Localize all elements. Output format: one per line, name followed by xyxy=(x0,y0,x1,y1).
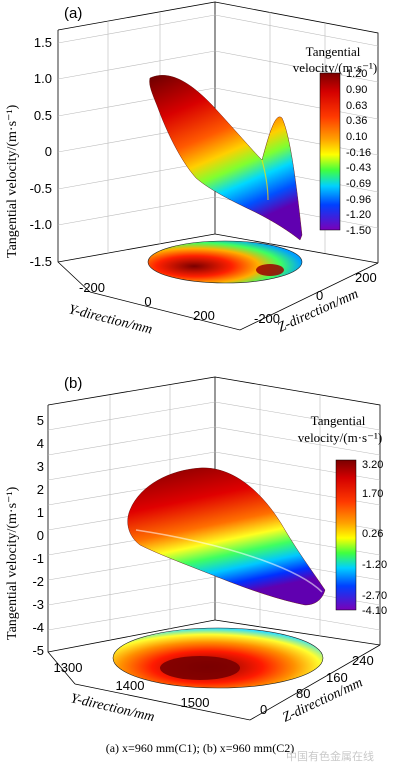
tick-label: 200 xyxy=(355,270,377,285)
panel-b-y-axis-label: Y-direction/mm xyxy=(69,691,156,725)
tick-label: 240 xyxy=(352,653,374,668)
panel-a-z-ticks: 1.5 1.0 0.5 0 -0.5 -1.0 -1.5 xyxy=(30,35,52,269)
panel-a-floor-projection xyxy=(147,240,303,284)
tick-label: -2.70 xyxy=(362,590,387,602)
tick-label: 5 xyxy=(37,413,44,428)
tick-label: 0.10 xyxy=(346,131,367,143)
tick-label: 2 xyxy=(37,482,44,497)
tick-label: 0 xyxy=(37,528,44,543)
tick-label: -0.16 xyxy=(346,147,371,159)
tick-label: 1400 xyxy=(116,678,145,693)
tick-label: 1 xyxy=(37,505,44,520)
tick-label: -5 xyxy=(32,643,44,658)
tick-label: -1.50 xyxy=(346,225,371,237)
panel-b-floor-hotspot xyxy=(160,656,240,680)
panel-b-y-ticks: 1300 1400 1500 xyxy=(54,660,210,710)
tick-label: 3 xyxy=(37,459,44,474)
tick-label: 3.20 xyxy=(362,459,383,471)
tick-label: -4 xyxy=(32,620,44,635)
panel-a-colorbar-ticks: 1.20 0.90 0.63 0.36 0.10 -0.16 -0.43 -0.… xyxy=(346,68,371,237)
panel-b-colorbar-ticks: 3.20 1.70 0.26 -1.20 -2.70 -4.10 xyxy=(362,459,387,617)
tick-label: -3 xyxy=(32,597,44,612)
tick-label: -0.69 xyxy=(346,178,371,190)
tick-label: 0 xyxy=(45,144,52,159)
tick-label: 1.70 xyxy=(362,488,383,500)
panel-a-surface-highlight xyxy=(261,159,269,201)
tick-label: 0.36 xyxy=(346,115,367,127)
tick-label: -2 xyxy=(32,574,44,589)
panel-a-colorbar xyxy=(319,72,341,231)
panel-a-label: (a) xyxy=(64,5,82,22)
tick-label: 4 xyxy=(37,436,44,451)
tick-label: -200 xyxy=(79,280,105,295)
panel-b: (b) 5 4 3 2 1 0 xyxy=(5,375,387,726)
tick-label: -1.20 xyxy=(346,209,371,221)
tick-label: 0 xyxy=(260,702,267,717)
tick-label: -4.10 xyxy=(362,605,387,617)
panel-b-label: (b) xyxy=(64,375,82,392)
tick-label: 200 xyxy=(193,308,215,323)
panel-b-colorbar xyxy=(335,459,357,611)
panel-a: (a) 1.5 1.0 0.5 0 -0.5 - xyxy=(5,1,379,338)
panel-b-z-axis-label: Tangential velocity/(m·s⁻¹) xyxy=(5,486,20,640)
tick-label: 0 xyxy=(316,288,323,303)
panel-b-z-ticks: 5 4 3 2 1 0 -1 -2 -3 -4 -5 xyxy=(32,413,44,658)
tick-label: 1300 xyxy=(54,660,83,675)
panel-b-zdir-axis-label: Z-direction/mm xyxy=(280,675,365,725)
panel-b-colorbar-title-1: Tangential xyxy=(311,413,366,428)
panel-a-y-ticks: -200 0 200 xyxy=(79,280,215,323)
tick-label: -1.5 xyxy=(30,254,52,269)
panel-a-floor-hotspot xyxy=(256,264,284,276)
tick-label: -0.5 xyxy=(30,181,52,196)
panel-b-surface xyxy=(127,467,326,606)
watermark: 中国有色金属在线 xyxy=(286,749,374,763)
panel-a-colorbar-title-2: velocity/(m·s⁻¹) xyxy=(293,60,377,75)
tick-label: 1.5 xyxy=(34,35,52,50)
tick-label: 1.0 xyxy=(34,71,52,86)
panel-a-z-axis-label: Tangential velocity/(m·s⁻¹) xyxy=(5,104,20,258)
tick-label: 0.5 xyxy=(34,108,52,123)
panel-b-surface-highlight xyxy=(135,529,323,593)
tick-label: 0.63 xyxy=(346,100,367,112)
panel-a-zdir-ticks: 200 0 -200 xyxy=(254,270,377,326)
tick-label: 1500 xyxy=(181,695,210,710)
panel-b-colorbar-title-2: velocity/(m·s⁻¹) xyxy=(298,430,382,445)
tick-label: -0.96 xyxy=(346,194,371,206)
tick-label: 1.20 xyxy=(346,68,367,80)
figure-caption: (a) x=960 mm(C1); (b) x=960 mm(C2) xyxy=(106,741,295,755)
panel-b-zdir-ticks: 240 160 80 0 xyxy=(260,653,374,717)
tick-label: 0.90 xyxy=(346,84,367,96)
tick-label: -200 xyxy=(254,311,280,326)
panel-a-y-axis-label: Y-direction/mm xyxy=(67,302,154,337)
tick-label: -1.0 xyxy=(30,217,52,232)
tick-label: -1 xyxy=(32,551,44,566)
tick-label: -0.43 xyxy=(346,162,371,174)
tick-label: -1.20 xyxy=(362,559,387,571)
tick-label: 0.26 xyxy=(362,528,383,540)
tick-label: 160 xyxy=(326,670,348,685)
panel-a-surface xyxy=(149,75,303,241)
panel-a-colorbar-title-1: Tangential xyxy=(306,44,361,59)
tick-label: 0 xyxy=(144,294,151,309)
tick-label: 80 xyxy=(296,686,310,701)
